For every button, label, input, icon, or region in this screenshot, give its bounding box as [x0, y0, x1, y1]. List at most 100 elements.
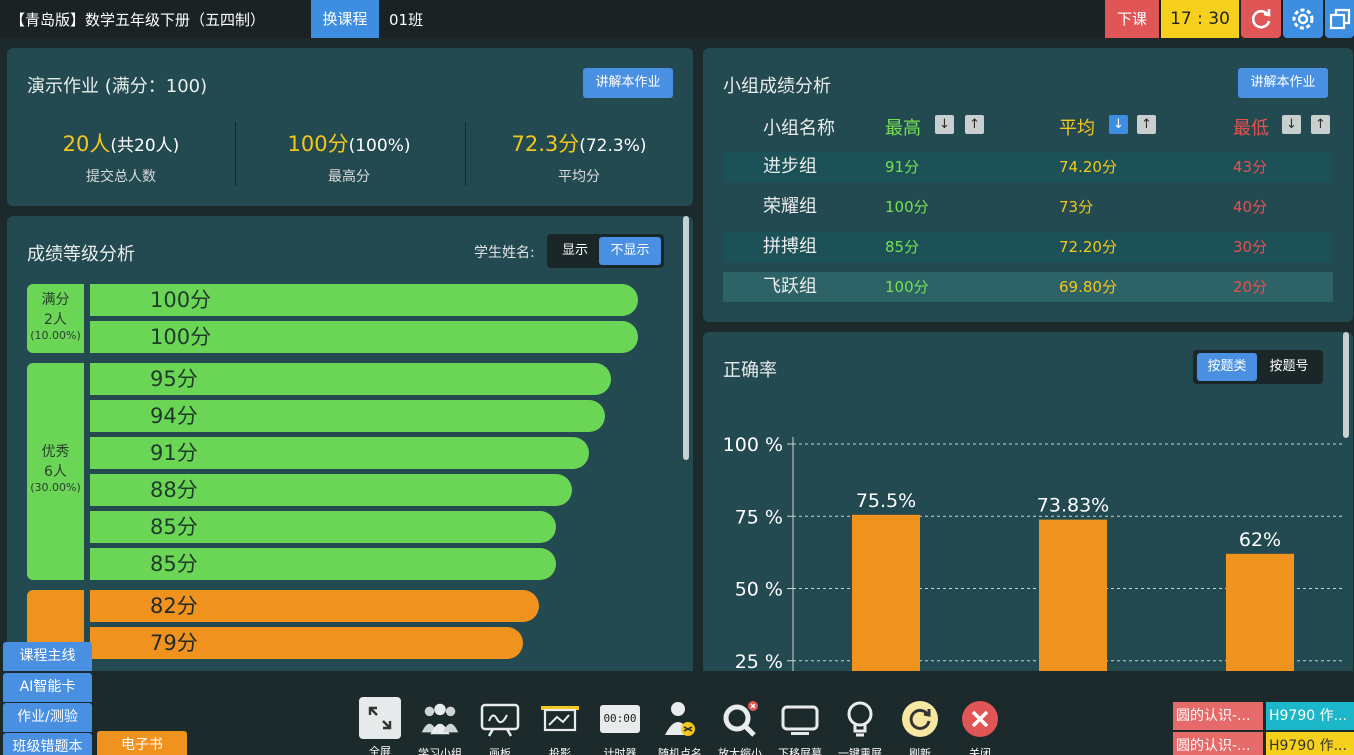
tool-refresh[interactable]: 刷新 [896, 697, 944, 755]
tool-label: 关闭 [969, 747, 991, 755]
y-tick-label: 100 % [723, 434, 783, 456]
tool-fullscreen[interactable]: 全屏 [356, 697, 404, 755]
group-icon [421, 703, 459, 735]
tool-label: 画板 [489, 747, 511, 755]
group-high: 91分 [885, 158, 920, 176]
band-count: 6人 [44, 464, 67, 480]
bar-value-label: 75.5% [856, 490, 916, 512]
tool-random-call[interactable]: 随机点名 [656, 697, 704, 755]
projector-icon [541, 706, 579, 732]
drawing-board-icon [480, 703, 520, 737]
tool-projector[interactable]: 投影 [536, 697, 584, 755]
tool-label: 一键熏屏 [838, 747, 882, 755]
tool-study-group[interactable]: 学习小组 [416, 697, 464, 755]
scrollbar[interactable] [1343, 332, 1349, 438]
ebook-button[interactable]: 电子书 [97, 731, 187, 755]
group-low: 43分 [1233, 158, 1268, 176]
tool-magnifier[interactable]: 放大缩小 [716, 697, 764, 755]
student-name-toggle: 显示 不显示 [547, 234, 664, 268]
divider [235, 122, 236, 186]
ai-card-button[interactable]: AI智能卡 [3, 673, 92, 702]
by-number-button[interactable]: 按题号 [1269, 359, 1309, 374]
stat-caption: 提交总人数 [86, 169, 156, 185]
group-high: 100分 [885, 198, 929, 216]
score-bar: 88分 [90, 474, 572, 506]
tool-label: 全屏 [369, 745, 391, 755]
stat-value: 20人 [62, 132, 111, 156]
table-row: 荣耀组 100分 73分 40分 [723, 192, 1333, 222]
explain-group-button[interactable]: 讲解本作业 [1238, 68, 1328, 98]
scrollbar[interactable] [683, 216, 689, 460]
tool-label: 刷新 [909, 747, 931, 755]
sort-high-asc-button[interactable]: ↑ [965, 115, 984, 134]
by-type-button[interactable]: 按题类 [1197, 353, 1257, 381]
tool-drawing-board[interactable]: 画板 [476, 697, 524, 755]
tool-blackout-screen[interactable]: 一键熏屏 [836, 697, 884, 755]
group-name: 进步组 [763, 156, 817, 177]
stat-highest: 100分(100%) 最高分 [235, 128, 463, 186]
window-button[interactable] [1325, 0, 1354, 38]
task-tab[interactable]: 圆的认识-... [1173, 732, 1263, 755]
group-low: 20分 [1233, 278, 1268, 296]
refresh-button[interactable] [1241, 0, 1281, 38]
close-icon [962, 701, 998, 737]
group-name: 荣耀组 [763, 196, 817, 217]
tool-close[interactable]: 关闭 [956, 697, 1004, 755]
switch-course-button[interactable]: 换课程 [311, 0, 379, 38]
stat-submitted: 20人(共20人) 提交总人数 [7, 128, 235, 186]
group-avg: 72.20分 [1059, 238, 1117, 256]
magnifier-icon [723, 701, 758, 737]
course-title: 【青岛版】数学五年级下册（五四制） [10, 11, 266, 29]
sort-high-desc-button[interactable]: ↓ [935, 115, 954, 134]
bar-value-label: 73.83% [1037, 495, 1109, 517]
group-avg: 73分 [1059, 198, 1094, 216]
show-names-button[interactable]: 显示 [561, 243, 588, 258]
end-class-button[interactable]: 下课 [1105, 0, 1159, 38]
task-tab[interactable]: H9790 作... [1266, 702, 1354, 730]
table-row: 进步组 91分 74.20分 43分 [723, 152, 1333, 182]
tool-move-screen-down[interactable]: 下移屏幕 [776, 697, 824, 755]
stat-sub: (100%) [348, 136, 411, 156]
settings-button[interactable] [1283, 0, 1323, 38]
window-icon [1329, 8, 1350, 30]
panel-title: 演示作业 (满分：100) [27, 76, 208, 97]
stat-sub: (72.3%) [579, 136, 647, 156]
top-bar: 【青岛版】数学五年级下册（五四制） 换课程 01班 下课 17 : 30 [0, 0, 1354, 38]
band-count: 2人 [44, 312, 67, 328]
tool-label: 计时器 [603, 747, 637, 755]
score-bar: 95分 [90, 363, 611, 395]
lightbulb-icon [847, 701, 873, 737]
grade-band-excellent: 优秀 6人 (30.00%) [27, 363, 84, 580]
group-avg: 69.80分 [1059, 278, 1117, 296]
course-mainline-button[interactable]: 课程主线 [3, 642, 92, 671]
tool-label: 学习小组 [418, 747, 462, 755]
explain-homework-button[interactable]: 讲解本作业 [583, 68, 673, 98]
homework-quiz-button[interactable]: 作业/测验 [3, 703, 92, 732]
col-header-name: 小组名称 [763, 118, 835, 139]
group-name: 拼搏组 [763, 236, 817, 257]
sort-low-desc-button[interactable]: ↓ [1282, 115, 1301, 134]
class-wrongbook-button[interactable]: 班级错题本 [3, 733, 92, 755]
stat-value: 72.3分 [511, 132, 580, 156]
clock: 17 : 30 [1161, 0, 1239, 38]
demo-homework-panel: 演示作业 (满分：100) 讲解本作业 20人(共20人) 提交总人数 100分… [7, 48, 693, 206]
task-tab[interactable]: H9790 作... [1266, 732, 1354, 755]
accuracy-chart: 25 % 50 % 75 % 100 % 75.5% 73.83% 62% [723, 434, 1343, 671]
sort-low-asc-button[interactable]: ↑ [1311, 115, 1330, 134]
accuracy-mode-toggle: 按题类 按题号 [1193, 350, 1323, 384]
accuracy-panel: 正确率 按题类 按题号 25 % 50 % 75 % 100 % 75.5% 73.83%… [703, 332, 1353, 671]
stat-caption: 最高分 [328, 169, 370, 185]
panel-title: 成绩等级分析 [27, 244, 135, 265]
sort-avg-desc-button[interactable]: ↓ [1109, 115, 1128, 134]
timer-icon: 00:00 [600, 705, 640, 733]
band-name: 满分 [41, 292, 70, 308]
task-tab[interactable]: 圆的认识-... [1173, 702, 1263, 730]
hide-names-button[interactable]: 不显示 [599, 237, 661, 265]
tool-timer[interactable]: 00:00 计时器 [596, 697, 644, 755]
sort-avg-asc-button[interactable]: ↑ [1137, 115, 1156, 134]
band-name: 优秀 [41, 444, 70, 460]
group-low: 40分 [1233, 198, 1268, 216]
col-header-high: 最高 [885, 118, 921, 139]
group-avg: 74.20分 [1059, 158, 1117, 176]
accuracy-bar [1039, 519, 1107, 671]
